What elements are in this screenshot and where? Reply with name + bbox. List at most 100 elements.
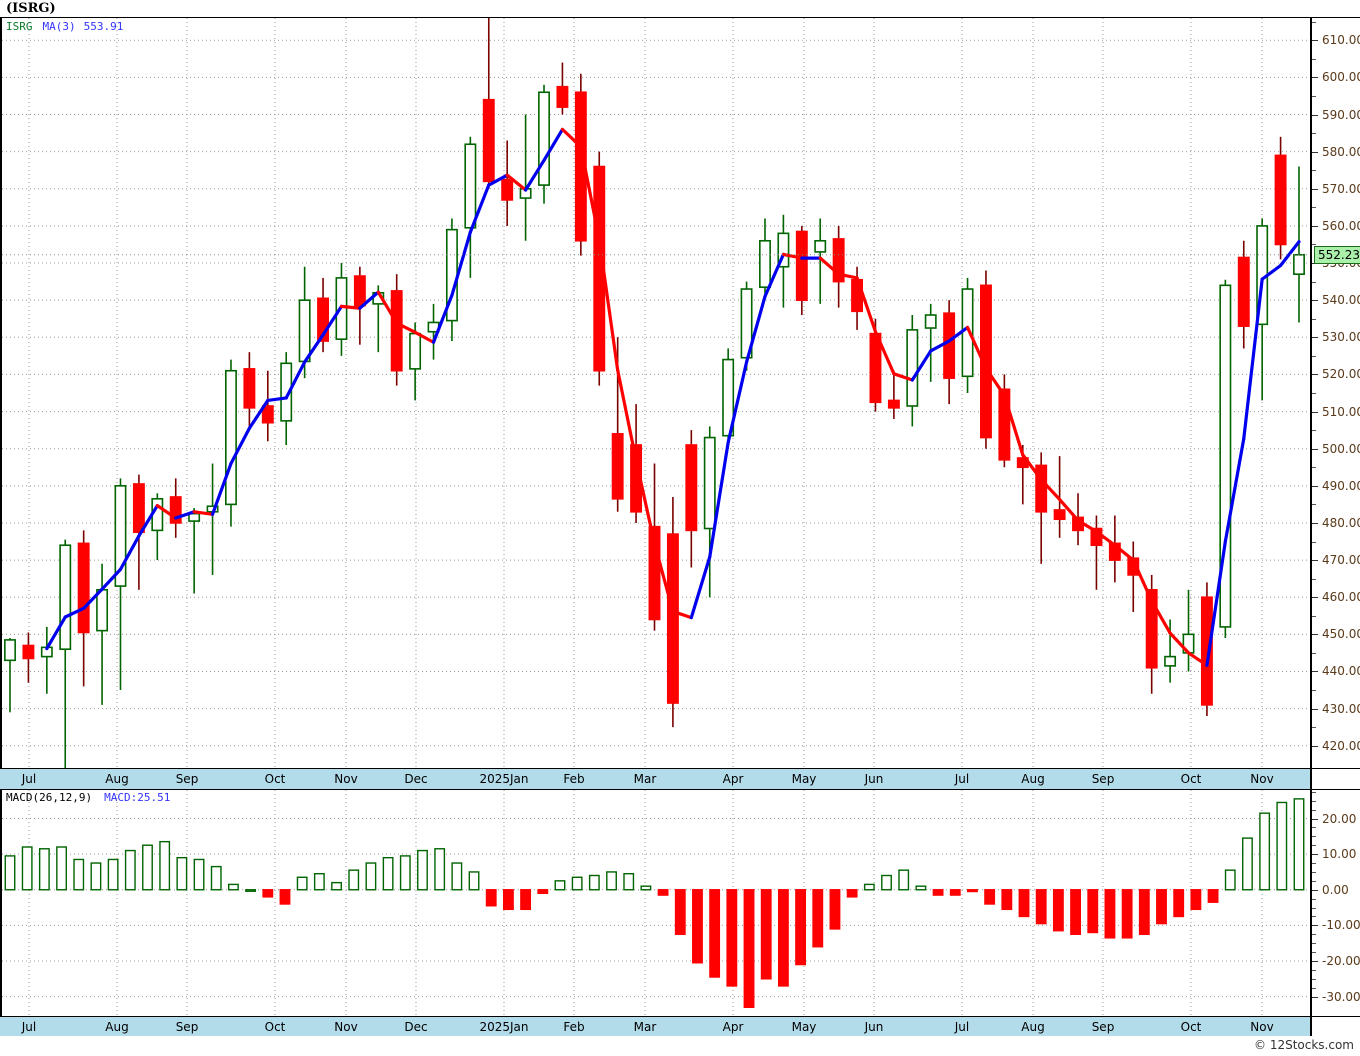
price-axis-label: 520.00 (1322, 367, 1360, 382)
x-axis-month-label: Jul (954, 772, 970, 786)
price-axis-label: 590.00 (1322, 107, 1360, 122)
price-axis-tick (1312, 745, 1318, 747)
macd-axis-minor-tick (1312, 952, 1316, 954)
price-axis-label: 460.00 (1322, 590, 1360, 605)
price-axis-minor-tick (1312, 578, 1316, 580)
price-x-axis: Jul Aug Sep Oct Nov Dec 2025Jan Feb Mar Apr May Jun… (0, 768, 1310, 790)
macd-axis-minor-tick (1312, 791, 1316, 793)
price-y-axis: 420.00 430.00 440.00 450.00 460.00 470.00 480.… (1310, 18, 1360, 768)
price-axis-label: 420.00 (1322, 738, 1360, 753)
price-axis-label: 600.00 (1322, 70, 1360, 85)
macd-axis-tick (1312, 961, 1318, 962)
page-title: (ISRG) (6, 1, 56, 16)
x-axis-month-label: Sep (175, 1020, 199, 1034)
macd-axis-tick (1312, 996, 1318, 998)
macd-axis-tick (1312, 818, 1318, 820)
macd-axis-label: 20.00 (1322, 811, 1357, 826)
macd-axis-label: 10.00 (1322, 847, 1357, 862)
macd-axis-tick (1312, 889, 1318, 891)
x-axis-month-label: Aug (105, 1020, 129, 1034)
price-axis-minor-tick (1312, 207, 1316, 209)
price-axis-tick (1312, 560, 1318, 562)
macd-axis-tick (1312, 854, 1318, 856)
price-axis-minor-tick (1312, 504, 1316, 506)
price-legend: ISRG MA(3) 553.91 (6, 20, 123, 33)
macd-axis-minor-tick (1312, 907, 1316, 909)
footer: © 12Stocks.com (0, 1036, 1360, 1056)
price-axis-label: 560.00 (1322, 218, 1360, 233)
x-axis-month-label: May (791, 772, 817, 786)
macd-axis-label: -30.00 (1322, 989, 1360, 1004)
macd-axis-minor-tick (1312, 978, 1316, 980)
price-axis-label: 480.00 (1322, 515, 1360, 530)
macd-axis-minor-tick (1312, 943, 1316, 945)
macd-axis-minor-tick (1312, 969, 1316, 971)
price-axis-minor-tick (1312, 541, 1316, 543)
price-axis-minor-tick (1312, 652, 1316, 654)
price-axis-minor-tick (1312, 430, 1316, 432)
x-axis-month-label: Sep (175, 772, 199, 786)
copyright-text: © 12Stocks.com (1254, 1038, 1354, 1052)
price-axis-minor-tick (1312, 727, 1316, 729)
price-axis-minor-tick (1312, 95, 1316, 97)
price-axis-label: 500.00 (1322, 441, 1360, 456)
price-axis-minor-tick (1312, 318, 1316, 320)
price-axis-label: 430.00 (1322, 701, 1360, 716)
price-axis-tick (1312, 671, 1318, 673)
price-axis-minor-tick (1312, 244, 1316, 246)
macd-axis-minor-tick (1312, 898, 1316, 900)
price-axis-tick (1312, 374, 1318, 376)
candlestick-chart (2, 18, 1308, 768)
macd-histogram-chart (2, 790, 1308, 1018)
macd-axis-label: -20.00 (1322, 954, 1360, 968)
price-axis-label: 490.00 (1322, 478, 1360, 493)
price-axis-label: 540.00 (1322, 293, 1360, 308)
macd-axis-label: -10.00 (1322, 918, 1360, 933)
macd-value-label: MACD:25.51 (104, 791, 171, 804)
price-axis-minor-tick (1312, 690, 1316, 692)
x-axis-month-label: 2025Jan (479, 772, 529, 786)
price-panel: ISRG MA(3) 553.91 420.00 430.00 440.00 450.00… (0, 18, 1360, 768)
x-axis-month-label: Jul (21, 772, 37, 786)
macd-axis-minor-tick (1312, 987, 1316, 989)
macd-plot-border (0, 790, 1310, 1018)
x-axis-month-label: Dec (404, 772, 428, 786)
price-axis-tick (1312, 151, 1318, 153)
price-axis-tick (1312, 448, 1318, 450)
macd-axis-minor-tick (1312, 827, 1316, 829)
price-axis-minor-tick (1312, 21, 1316, 23)
x-axis-month-label: Aug (1021, 772, 1045, 786)
price-axis-tick (1312, 522, 1318, 524)
price-axis-label: 580.00 (1322, 144, 1360, 159)
price-axis-tick (1312, 300, 1318, 302)
price-axis-label: 530.00 (1322, 330, 1360, 345)
x-axis-month-label: Feb (563, 1020, 585, 1034)
x-axis-month-label: Nov (334, 1020, 358, 1034)
price-axis-tick (1312, 114, 1318, 116)
x-axis-month-label: Apr (722, 1020, 744, 1034)
chart-title-bar: (ISRG) (0, 0, 1360, 18)
x-axis-month-label: Apr (722, 772, 744, 786)
x-axis-month-label: Jul (21, 1020, 37, 1034)
macd-axis-label: 0.00 (1322, 882, 1349, 897)
macd-panel: MACD(26,12,9) MACD:25.51 -30.00 -20.00 -10.… (0, 790, 1360, 1018)
x-axis-month-label: Oct (1180, 772, 1202, 786)
price-axis-tick (1312, 597, 1318, 599)
x-axis-month-label: 2025Jan (479, 1020, 529, 1034)
x-axis-month-label: Aug (105, 772, 129, 786)
price-axis-tick (1312, 40, 1318, 42)
macd-y-axis: -30.00 -20.00 -10.00 0.00 10.00 20.00 (1310, 790, 1360, 1018)
price-axis-tick (1312, 337, 1318, 339)
price-axis-label: 440.00 (1322, 664, 1360, 679)
x-axis-month-label: Dec (404, 1020, 428, 1034)
macd-axis-minor-tick (1312, 871, 1316, 873)
price-axis-minor-tick (1312, 467, 1316, 469)
price-axis-minor-tick (1312, 58, 1316, 60)
macd-axis-minor-tick (1312, 880, 1316, 882)
x-axis-month-label: Nov (334, 772, 358, 786)
x-axis-month-label: Aug (1021, 1020, 1045, 1034)
x-axis-month-label: Oct (1180, 1020, 1202, 1034)
macd-axis-tick (1312, 925, 1318, 927)
macd-x-axis: Jul Aug Sep Oct Nov Dec 2025Jan Feb Mar Apr May Jun… (0, 1016, 1310, 1038)
